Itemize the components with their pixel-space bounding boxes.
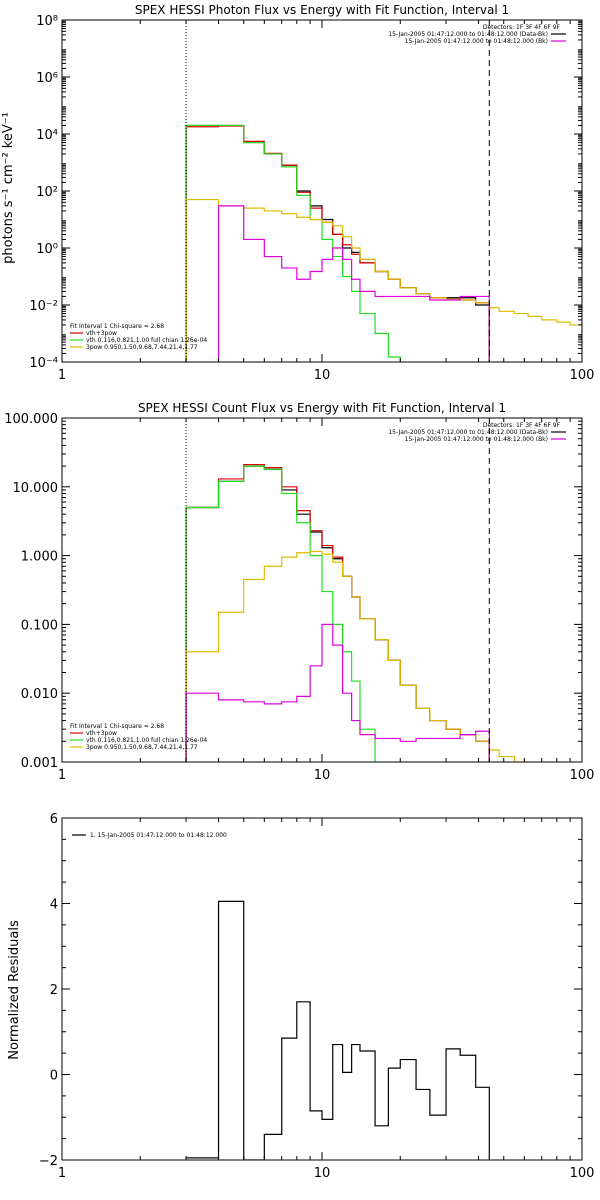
count-series-2-line	[185, 465, 376, 762]
count-series-3-line	[185, 550, 529, 762]
count-ytick-label-5: 100.000	[4, 412, 58, 427]
photon-series-4-line	[217, 205, 490, 362]
count-series-4-line	[185, 623, 490, 762]
residuals-panel: Normalized Residuals 1 10 100 −2 0 2 4 6 1. 15-J…	[7, 812, 594, 1181]
photon-legend-right-2: 15-Jan-2005 01:47:12.000 to 01:48:12.000…	[405, 38, 548, 45]
photon-xtick-label-1: 10	[314, 368, 331, 383]
count-series-group	[185, 464, 529, 762]
resid-legend-left-0: 1. 15-Jan-2005 01:47:12.000 to 01:48:12.…	[90, 832, 227, 839]
photon-legend-left-3: 3pow 0.950,1.50,9.68,7.44,21.4,1.77	[86, 344, 198, 351]
resid-ytick-label-2: 2	[50, 983, 58, 998]
count-xtick-label-2: 100	[570, 768, 595, 783]
count-legend-right-0: Detectors: 1F 3F 4F 6F 9F	[483, 422, 561, 429]
photon-xtick-label-2: 100	[570, 368, 595, 383]
count-chart-title: SPEX HESSI Count Flux vs Energy with Fit…	[138, 401, 506, 415]
count-ytick-label-1: 0.010	[21, 687, 58, 702]
photon-xtick-label-0: 1	[58, 368, 66, 383]
photon-legend-right-1: 15-Jan-2005 01:47:12.000 to 01:48:12.000…	[388, 31, 548, 38]
photon-legend-left-2: vth 0.116,0.821,1.00 full chian 1.26e-04	[86, 337, 207, 344]
count-ytick-label-0: 0.001	[21, 756, 58, 771]
resid-ytick-label-4: 6	[50, 812, 58, 827]
resid-series-group	[186, 900, 490, 1160]
photon-ytick-label-0: 10⁻⁴	[29, 356, 58, 371]
photon-series-0-line	[185, 124, 490, 362]
photon-legend-right-0: Detectors: 1F 3F 4F 6F 9F	[483, 24, 561, 31]
photon-y-axis-label: photons s⁻¹ cm⁻² keV⁻¹	[1, 112, 16, 264]
photon-series-2-line	[185, 124, 401, 362]
resid-xtick-label-1: 10	[314, 1166, 331, 1181]
count-xtick-label-1: 10	[314, 768, 331, 783]
count-series-1-line	[185, 464, 490, 762]
photon-flux-panel: SPEX HESSI Photon Flux vs Energy with Fi…	[1, 3, 594, 383]
resid-xtick-label-0: 1	[58, 1166, 66, 1181]
count-legend-right-2: 15-Jan-2005 01:47:12.000 to 01:48:12.000…	[405, 436, 548, 443]
count-legend-left-3: 3pow 0.950,1.50,9.68,7.44,21.4,1.77	[86, 744, 198, 751]
resid-ytick-label-0: −2	[39, 1154, 58, 1169]
resid-ytick-label-3: 4	[50, 898, 58, 913]
resid-plot-frame	[61, 817, 583, 1161]
resid-xtick-label-2: 100	[570, 1166, 595, 1181]
photon-chart-title: SPEX HESSI Photon Flux vs Energy with Fi…	[135, 3, 509, 17]
photon-ytick-label-1: 10⁻²	[29, 299, 58, 314]
photon-ytick-label-2: 10⁰	[36, 242, 58, 257]
count-xtick-label-0: 1	[58, 768, 66, 783]
photon-ytick-label-3: 10²	[36, 185, 58, 200]
photon-legend-left-1: vth+3pow	[86, 330, 117, 337]
count-legend-left-2: vth 0.116,0.821,1.00 full chian 1.26e-04	[86, 737, 207, 744]
count-flux-panel: SPEX HESSI Count Flux vs Energy with Fit…	[4, 401, 594, 783]
count-ytick-label-4: 10.000	[13, 481, 59, 496]
count-legend-left-0: Fit Interval 1 Chi-square = 2.68	[70, 723, 164, 730]
photon-ytick-label-6: 10⁸	[36, 14, 58, 29]
photon-legend-left-0: Fit Interval 1 Chi-square = 2.68	[70, 323, 164, 330]
count-ytick-label-3: 1.000	[21, 550, 58, 565]
resid-ytick-label-1: 0	[50, 1069, 58, 1084]
count-legend-right-1: 15-Jan-2005 01:47:12.000 to 01:48:12.000…	[388, 429, 548, 436]
photon-ytick-label-4: 10⁴	[36, 128, 58, 143]
residuals-y-axis-label: Normalized Residuals	[7, 920, 22, 1060]
resid-series-0-line	[186, 900, 490, 1160]
photon-series-3-line	[185, 198, 582, 362]
photon-plot-frame	[61, 19, 583, 363]
photon-series-1-line	[185, 125, 490, 362]
photon-series-group	[185, 124, 582, 362]
count-series-0-line	[185, 465, 490, 762]
photon-ytick-label-5: 10⁶	[36, 71, 58, 86]
count-ytick-label-2: 0.100	[21, 618, 58, 633]
count-legend-left-1: vth+3pow	[86, 730, 117, 737]
